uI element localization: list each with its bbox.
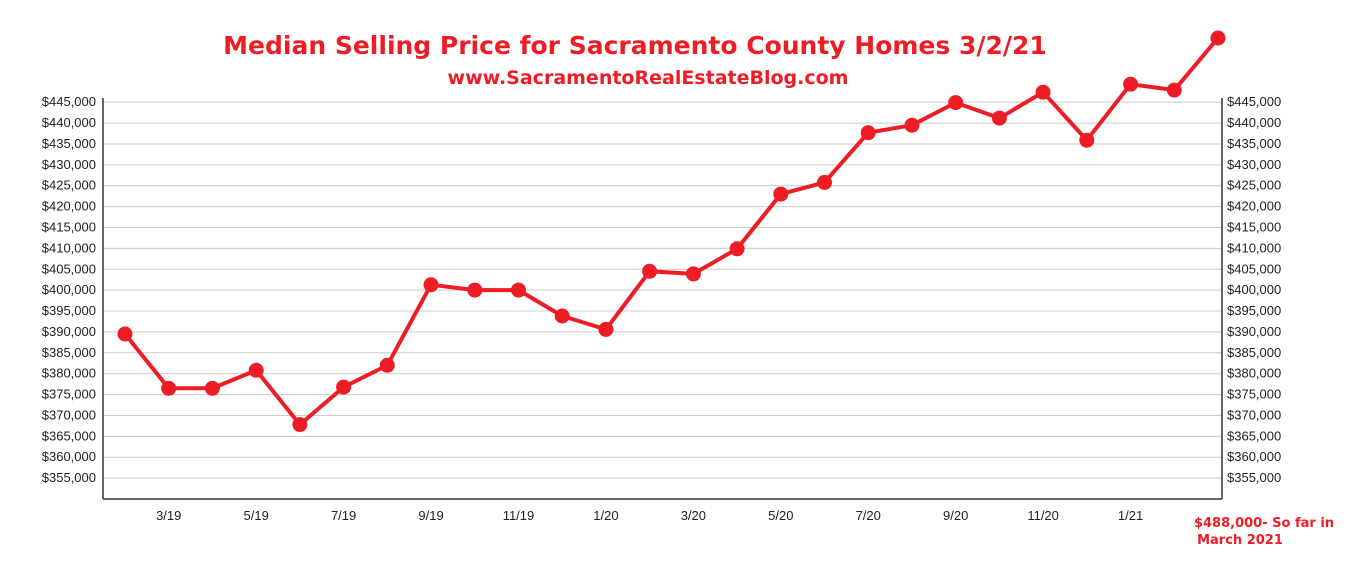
y-tick-label-left: $365,000 <box>42 428 96 443</box>
y-tick-label-left: $395,000 <box>42 303 96 318</box>
y-tick-label-right: $360,000 <box>1227 449 1281 464</box>
x-tick-label: 1/20 <box>593 508 618 523</box>
y-tick-label-right: $375,000 <box>1227 387 1281 402</box>
y-tick-label-right: $370,000 <box>1227 407 1281 422</box>
data-point <box>773 186 789 202</box>
y-tick-label-left: $400,000 <box>42 282 96 297</box>
y-tick-label-right: $405,000 <box>1227 261 1281 276</box>
y-tick-label-left: $380,000 <box>42 366 96 381</box>
y-axis-left-ticks: $355,000 $360,000 $365,000 $370,000 $375,000… <box>42 94 96 485</box>
data-point <box>1123 76 1139 92</box>
y-tick-label-left: $410,000 <box>42 240 96 255</box>
y-tick-label-left: $385,000 <box>42 345 96 360</box>
x-tick-label: 11/20 <box>1027 508 1059 523</box>
axes <box>102 98 1223 500</box>
y-tick-label-right: $430,000 <box>1227 157 1281 172</box>
x-tick-label: 5/19 <box>244 508 269 523</box>
y-tick-label-right: $420,000 <box>1227 199 1281 214</box>
y-tick-label-right: $390,000 <box>1227 324 1281 339</box>
data-point <box>904 117 920 133</box>
y-tick-label-left: $420,000 <box>42 199 96 214</box>
data-point <box>685 266 701 282</box>
data-point <box>1210 30 1226 46</box>
y-tick-label-right: $385,000 <box>1227 345 1281 360</box>
data-point <box>598 321 614 337</box>
data-point <box>948 95 964 111</box>
y-axis-right-ticks: $355,000 $360,000 $365,000 $370,000 $375,000… <box>1227 94 1281 485</box>
y-tick-label-right: $415,000 <box>1227 219 1281 234</box>
series-line <box>123 36 1220 427</box>
y-tick-label-left: $405,000 <box>42 261 96 276</box>
y-tick-label-right: $425,000 <box>1227 178 1281 193</box>
y-tick-label-right: $410,000 <box>1227 240 1281 255</box>
y-tick-label-left: $430,000 <box>42 157 96 172</box>
y-tick-label-left: $355,000 <box>42 470 96 485</box>
y-tick-label-left: $370,000 <box>42 407 96 422</box>
data-point <box>292 417 308 433</box>
y-tick-label-right: $365,000 <box>1227 428 1281 443</box>
y-tick-label-left: $415,000 <box>42 219 96 234</box>
x-axis-ticks: 3/19 5/19 7/19 9/19 11/19 1/20 3/20 5/20 7/20 9/2… <box>156 508 1143 523</box>
x-tick-label: 5/20 <box>768 508 793 523</box>
data-point <box>1035 84 1051 100</box>
data-point <box>511 282 526 298</box>
y-tick-label-left: $445,000 <box>42 94 96 109</box>
data-point <box>991 110 1007 126</box>
data-point <box>161 380 177 396</box>
data-point <box>248 362 264 378</box>
data-point <box>1079 132 1095 148</box>
data-point <box>467 282 483 298</box>
x-tick-label: 11/19 <box>503 508 535 523</box>
data-point <box>204 380 220 396</box>
y-tick-label-right: $355,000 <box>1227 470 1281 485</box>
chart-title: Median Selling Price for Sacramento Coun… <box>223 31 1047 60</box>
x-tick-label: 9/20 <box>943 508 968 523</box>
y-tick-label-left: $440,000 <box>42 115 96 130</box>
annotation-line-1: $488,000- So far in <box>1194 516 1334 531</box>
series-price <box>117 30 1226 433</box>
y-tick-label-left: $390,000 <box>42 324 96 339</box>
y-tick-label-right: $380,000 <box>1227 366 1281 381</box>
x-tick-label: 3/19 <box>156 508 181 523</box>
y-tick-label-right: $400,000 <box>1227 282 1281 297</box>
data-point <box>423 277 439 293</box>
x-tick-label: 3/20 <box>681 508 706 523</box>
y-tick-label-right: $440,000 <box>1227 115 1281 130</box>
annotation-line-2: March 2021 <box>1197 533 1283 548</box>
data-point <box>336 379 352 395</box>
data-point <box>729 241 745 257</box>
data-point <box>860 125 876 141</box>
data-point <box>117 326 133 342</box>
x-tick-label: 7/20 <box>856 508 881 523</box>
y-tick-label-left: $375,000 <box>42 387 96 402</box>
y-tick-label-right: $435,000 <box>1227 136 1281 151</box>
x-tick-label: 9/19 <box>418 508 443 523</box>
data-point <box>1166 82 1182 98</box>
x-tick-label: 1/21 <box>1118 508 1143 523</box>
data-point <box>379 357 395 373</box>
data-point <box>642 263 658 279</box>
y-tick-label-left: $360,000 <box>42 449 96 464</box>
y-tick-label-right: $395,000 <box>1227 303 1281 318</box>
x-tick-label: 7/19 <box>331 508 356 523</box>
gridlines <box>103 101 1222 479</box>
y-tick-label-right: $445,000 <box>1227 94 1281 109</box>
data-point <box>817 174 832 190</box>
chart-subtitle: www.SacramentoRealEstateBlog.com <box>448 67 849 89</box>
y-tick-label-left: $435,000 <box>42 136 96 151</box>
data-point <box>554 308 570 324</box>
y-tick-label-left: $425,000 <box>42 178 96 193</box>
